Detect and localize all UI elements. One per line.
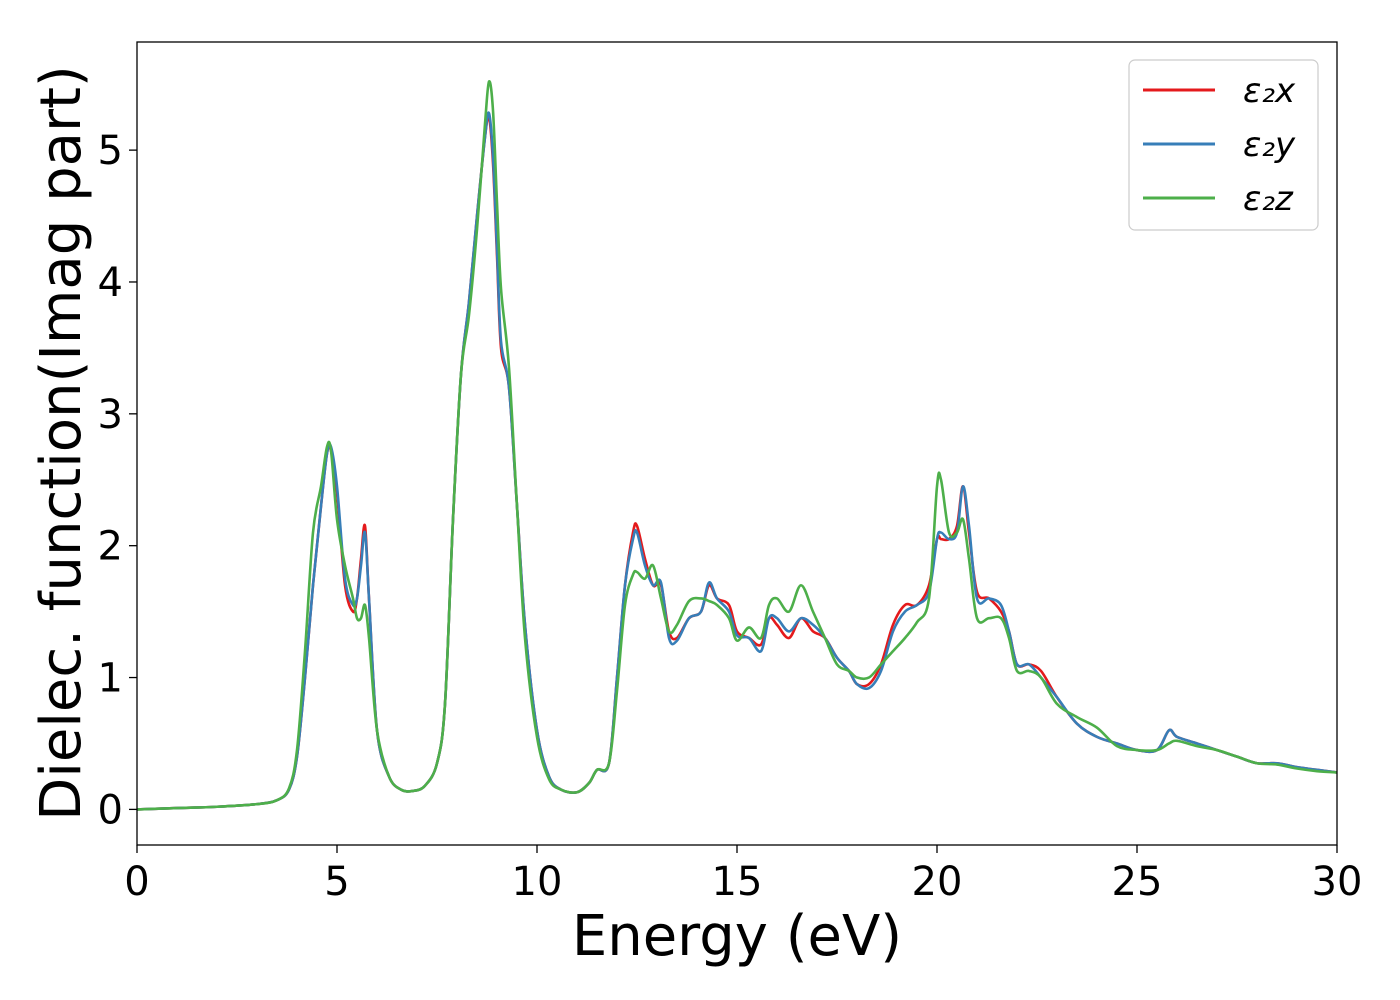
- y-tick-label: 2: [98, 524, 123, 570]
- y-tick-label: 3: [98, 392, 123, 438]
- x-tick-label: 5: [324, 859, 349, 905]
- x-tick-label: 25: [1112, 859, 1163, 905]
- legend: ε₂x ε₂y ε₂z: [1128, 59, 1319, 231]
- y-tick-label: 4: [98, 260, 123, 306]
- y-tick-label: 1: [98, 656, 123, 702]
- y-tick-label: 0: [98, 787, 123, 833]
- legend-label: ε₂y: [1243, 125, 1296, 165]
- x-tick-label: 20: [912, 859, 963, 905]
- x-tick-label: 10: [512, 859, 563, 905]
- y-axis-title: Dielec. function(Imag part): [29, 65, 94, 821]
- x-tick-label: 15: [712, 859, 763, 905]
- legend-label: ε₂z: [1243, 179, 1294, 219]
- legend-label: ε₂x: [1243, 71, 1296, 111]
- y-tick-label: 5: [98, 128, 123, 174]
- series-line-2: [137, 111, 1337, 811]
- x-axis: 0 5 10 15 20 25 30: [124, 845, 1362, 905]
- plot-frame: [136, 41, 1338, 846]
- x-tick-label: 30: [1312, 859, 1363, 905]
- x-axis-title: Energy (eV): [572, 904, 902, 969]
- legend-box: [1128, 59, 1319, 231]
- y-axis: 0 1 2 3 4 5: [98, 128, 137, 833]
- series-lines: [137, 80, 1337, 811]
- x-tick-label: 0: [124, 859, 149, 905]
- series-line-3: [137, 80, 1337, 811]
